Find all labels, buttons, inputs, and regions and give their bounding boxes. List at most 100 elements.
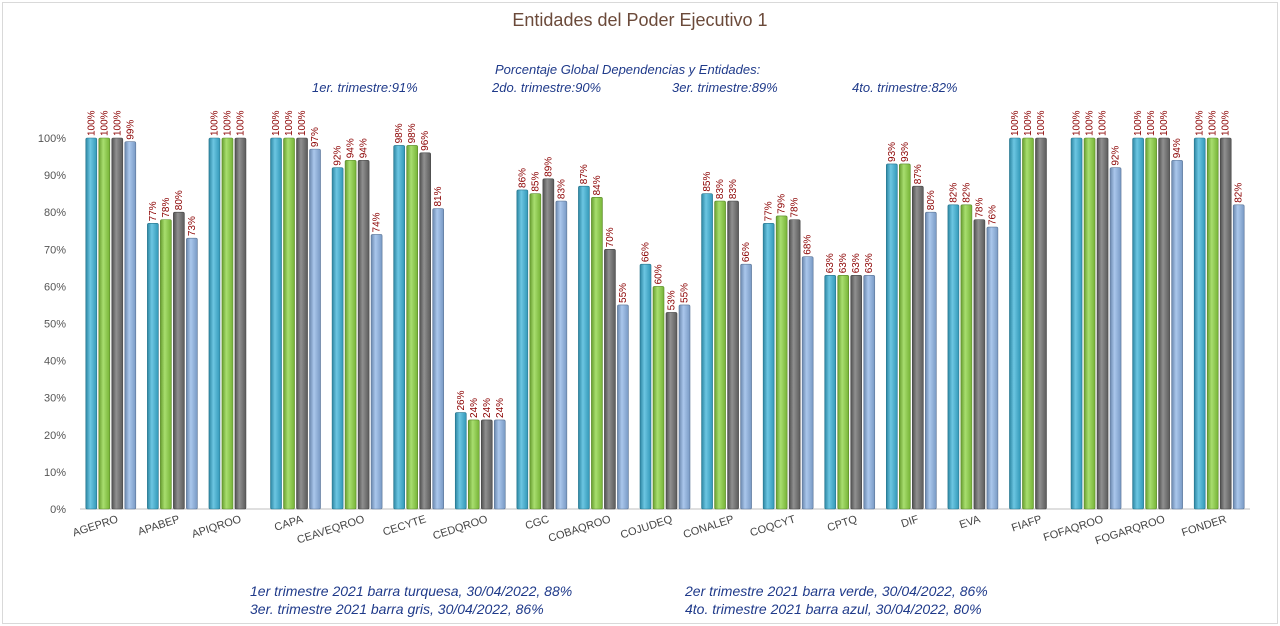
bar-cgc-q4 [555,200,568,510]
bar-cedqroo-q4 [493,419,506,510]
bar-apabep-q4 [186,237,198,510]
bar-cojudeq-q2 [652,286,665,510]
data-label: 94% [359,138,370,158]
chart-subtitle: Porcentaje Global Dependencias y Entidad… [495,62,761,77]
data-label: 82% [961,183,972,203]
y-tick-label: 50% [44,319,66,331]
x-tick-label: CEDQROO [431,513,489,542]
bar-capa-q4 [309,148,321,510]
y-tick-label: 70% [44,244,66,256]
data-label: 26% [456,390,467,410]
data-label: 98% [407,123,418,143]
bar-cptq-q4 [863,274,876,510]
bar-fogarqroo-q2 [1145,137,1157,510]
bar-conalep-q1 [701,193,713,510]
bar-fofaqroo-q3 [1096,137,1109,510]
bar-fonder-q2 [1206,137,1219,510]
bar-fofaqroo-q2 [1083,137,1096,510]
data-label: 100% [1159,110,1170,136]
data-label: 55% [618,283,629,303]
bar-cgc-q1 [516,189,529,510]
data-label: 60% [654,264,665,284]
bar-conalep-q2 [714,200,726,510]
data-label: 93% [887,142,898,162]
quarter-summary-2: 2do. trimestre:90% [492,80,602,95]
data-label: 86% [517,168,528,188]
bar-cedqroo-q2 [467,419,480,510]
data-label: 74% [372,212,383,232]
data-label: 100% [222,110,233,136]
data-label: 100% [209,110,220,136]
data-label: 83% [556,179,567,199]
bar-dif-q3 [912,185,924,510]
bar-cobaqroo-q2 [591,197,603,510]
data-label: 100% [1133,110,1144,136]
data-label: 100% [1010,110,1021,136]
data-label: 96% [420,131,431,151]
data-label: 81% [433,186,444,206]
y-tick-label: 30% [44,393,66,405]
data-label: 80% [174,190,185,210]
x-tick-label: COJUDEQ [619,513,674,541]
data-label: 100% [1036,110,1047,136]
bar-cojudeq-q3 [665,312,678,510]
data-label: 80% [926,190,937,210]
data-label: 78% [974,197,985,217]
y-tick-label: 80% [44,207,66,219]
footnote-1: 1er trimestre 2021 barra turquesa, 30/04… [250,583,573,599]
data-label: 63% [838,253,849,273]
bar-ceaveqroo-q4 [370,234,383,510]
bar-ceaveqroo-q1 [331,167,344,510]
y-tick-label: 60% [44,281,66,293]
data-label: 70% [605,227,616,247]
data-label: 100% [99,110,110,136]
data-label: 93% [900,142,911,162]
bar-dif-q4 [925,211,937,510]
data-label: 89% [543,157,554,177]
bar-apiqroo-q3 [234,137,247,510]
data-label: 87% [913,164,924,184]
data-label: 63% [851,253,862,273]
data-label: 85% [530,172,541,192]
x-tick-label: FONDER [1180,513,1228,539]
bar-eva-q4 [986,226,999,510]
bar-cecyte-q3 [419,152,431,510]
data-label: 94% [346,138,357,158]
x-tick-label: CEAVEQROO [296,513,367,546]
x-tick-label: COQCYT [749,513,798,539]
data-label: 100% [1146,110,1157,136]
data-label: 100% [297,110,308,136]
data-label: 79% [777,194,788,214]
data-label: 100% [284,110,295,136]
bar-dif-q2 [899,163,911,510]
bar-coqcyt-q3 [788,219,801,510]
data-label: 100% [112,110,123,136]
data-label: 76% [987,205,998,225]
quarter-summary-4: 4to. trimestre:82% [852,80,958,95]
data-label: 87% [579,164,590,184]
bar-cecyte-q4 [432,208,444,510]
data-label: 100% [1072,110,1083,136]
chart-title: Entidades del Poder Ejecutivo 1 [512,10,768,30]
data-label: 100% [1023,110,1034,136]
x-tick-label: COBAQROO [547,513,613,545]
bar-fogarqroo-q1 [1132,137,1144,510]
x-tick-label: APIQROO [190,513,243,540]
bar-fogarqroo-q4 [1171,159,1183,510]
y-tick-label: 10% [44,467,66,479]
data-label: 66% [641,242,652,262]
data-label: 100% [1098,110,1109,136]
bar-cojudeq-q1 [639,263,652,510]
bar-agepro-q4 [124,141,137,510]
bar-dif-q1 [886,163,898,510]
bar-conalep-q3 [727,200,739,510]
bar-eva-q1 [947,204,960,510]
data-label: 63% [825,253,836,273]
data-label: 73% [187,216,198,236]
bar-cptq-q3 [850,274,863,510]
bar-cecyte-q1 [393,145,405,510]
data-label: 100% [86,110,97,136]
bar-cobaqroo-q1 [578,185,590,510]
bar-fiafp-q2 [1022,137,1034,510]
